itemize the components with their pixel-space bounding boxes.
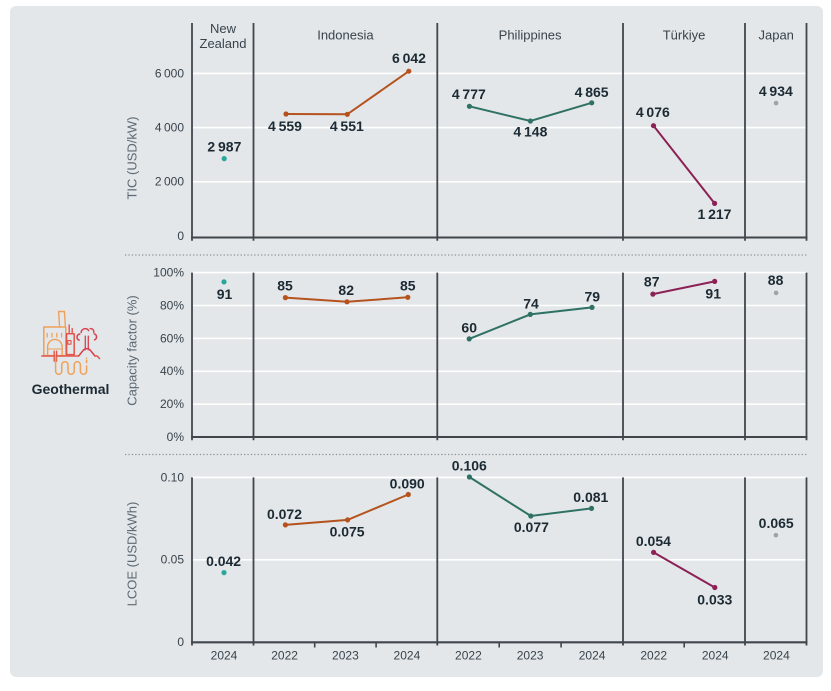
svg-text:6 000: 6 000 [155,66,184,80]
svg-text:Indonesia: Indonesia [317,28,374,43]
svg-text:0.054: 0.054 [636,533,671,549]
svg-text:87: 87 [644,273,660,289]
svg-text:1 217: 1 217 [698,206,732,222]
svg-text:80%: 80% [160,298,184,312]
svg-text:82: 82 [338,282,354,298]
svg-text:Geothermal: Geothermal [32,381,110,397]
svg-text:4 148: 4 148 [513,123,547,139]
svg-text:0.106: 0.106 [452,457,487,473]
svg-text:2024: 2024 [579,648,606,662]
svg-text:60: 60 [461,320,477,336]
svg-text:0.042: 0.042 [206,553,241,569]
svg-text:2 987: 2 987 [207,139,241,155]
svg-text:TIC (USD/kW): TIC (USD/kW) [125,116,140,199]
svg-text:2023: 2023 [517,648,544,662]
svg-text:Türkiye: Türkiye [663,28,706,43]
svg-text:0.075: 0.075 [330,523,365,539]
svg-text:2023: 2023 [332,648,359,662]
svg-text:4 865: 4 865 [575,84,609,100]
svg-text:0.077: 0.077 [514,519,549,535]
svg-text:Japan: Japan [758,28,793,43]
svg-text:Zealand: Zealand [200,36,247,51]
svg-text:100%: 100% [153,266,184,280]
svg-text:2024: 2024 [394,648,421,662]
svg-text:4 000: 4 000 [155,121,184,135]
svg-text:0: 0 [177,635,184,649]
svg-text:4 934: 4 934 [759,83,793,99]
svg-text:88: 88 [768,272,784,288]
svg-text:4 777: 4 777 [452,86,486,102]
svg-text:0%: 0% [167,430,185,444]
svg-text:60%: 60% [160,331,184,345]
svg-text:20%: 20% [160,397,184,411]
svg-text:2022: 2022 [455,648,482,662]
svg-text:6 042: 6 042 [392,50,426,66]
svg-text:2022: 2022 [640,648,667,662]
svg-text:0.033: 0.033 [697,591,732,607]
svg-text:Capacity factor (%): Capacity factor (%) [125,295,140,406]
svg-text:2024: 2024 [211,648,238,662]
svg-text:40%: 40% [160,364,184,378]
svg-text:LCOE (USD/kWh): LCOE (USD/kWh) [125,502,140,607]
svg-text:79: 79 [585,288,601,304]
svg-text:2024: 2024 [702,648,729,662]
svg-text:0.081: 0.081 [573,489,608,505]
svg-text:0.10: 0.10 [161,470,185,484]
svg-text:4 551: 4 551 [330,118,364,134]
svg-text:Philippines: Philippines [499,28,562,43]
svg-text:4 559: 4 559 [268,118,302,134]
svg-text:74: 74 [523,295,539,311]
svg-text:85: 85 [400,277,416,293]
svg-text:0: 0 [177,229,184,243]
svg-text:2 000: 2 000 [155,175,184,189]
svg-text:91: 91 [217,286,233,302]
svg-text:0.072: 0.072 [267,506,302,522]
svg-text:85: 85 [277,277,293,293]
svg-text:0.065: 0.065 [759,515,794,531]
svg-text:4 076: 4 076 [636,104,670,120]
svg-text:2022: 2022 [271,648,298,662]
svg-text:0.090: 0.090 [390,475,425,491]
svg-text:91: 91 [705,286,721,302]
svg-text:New: New [210,21,237,36]
svg-text:2024: 2024 [763,648,790,662]
svg-text:0.05: 0.05 [161,553,185,567]
